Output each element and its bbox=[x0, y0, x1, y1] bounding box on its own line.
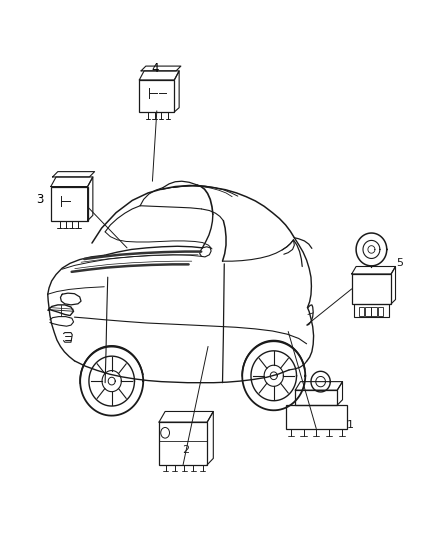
Text: 5: 5 bbox=[396, 259, 403, 268]
Text: 2: 2 bbox=[182, 445, 189, 455]
Text: 3: 3 bbox=[37, 193, 44, 206]
Text: 4: 4 bbox=[152, 62, 159, 75]
Text: 1: 1 bbox=[347, 420, 354, 430]
